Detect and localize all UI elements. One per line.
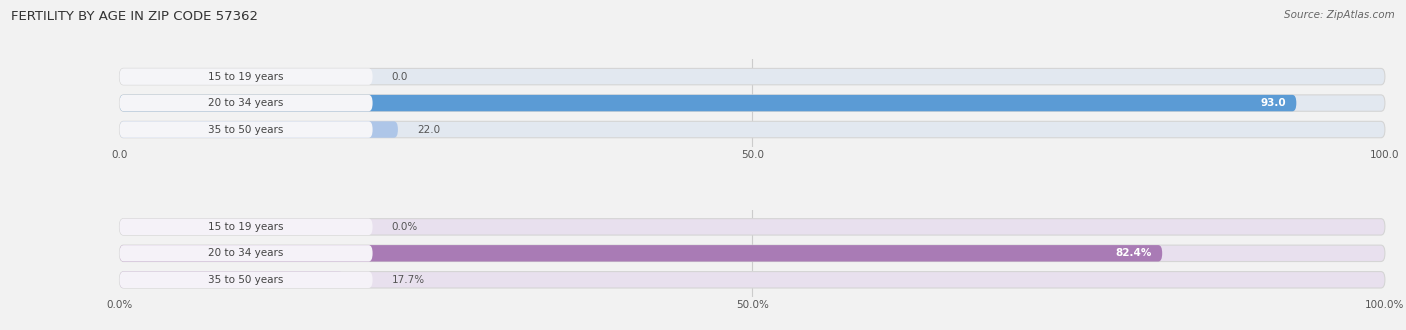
Text: 20 to 34 years: 20 to 34 years [208,98,284,108]
Text: 17.7%: 17.7% [391,275,425,285]
FancyBboxPatch shape [120,95,1296,111]
Text: 0.0%: 0.0% [391,222,418,232]
FancyBboxPatch shape [120,272,373,288]
FancyBboxPatch shape [120,245,1385,262]
FancyBboxPatch shape [120,272,1385,288]
FancyBboxPatch shape [120,121,373,138]
FancyBboxPatch shape [120,95,1385,111]
Text: 35 to 50 years: 35 to 50 years [208,124,284,135]
Text: 82.4%: 82.4% [1116,248,1152,258]
FancyBboxPatch shape [120,68,373,85]
FancyBboxPatch shape [120,95,373,111]
FancyBboxPatch shape [120,68,1385,85]
Text: 22.0: 22.0 [418,124,440,135]
Text: FERTILITY BY AGE IN ZIP CODE 57362: FERTILITY BY AGE IN ZIP CODE 57362 [11,10,259,23]
FancyBboxPatch shape [120,121,1385,138]
FancyBboxPatch shape [120,219,373,235]
Text: 93.0: 93.0 [1261,98,1286,108]
Text: Source: ZipAtlas.com: Source: ZipAtlas.com [1284,10,1395,20]
FancyBboxPatch shape [120,272,343,288]
FancyBboxPatch shape [120,245,373,262]
Text: 20 to 34 years: 20 to 34 years [208,248,284,258]
FancyBboxPatch shape [120,121,398,138]
FancyBboxPatch shape [120,245,1163,262]
Text: 15 to 19 years: 15 to 19 years [208,222,284,232]
FancyBboxPatch shape [120,219,1385,235]
Text: 35 to 50 years: 35 to 50 years [208,275,284,285]
Text: 15 to 19 years: 15 to 19 years [208,72,284,82]
Text: 0.0: 0.0 [391,72,408,82]
